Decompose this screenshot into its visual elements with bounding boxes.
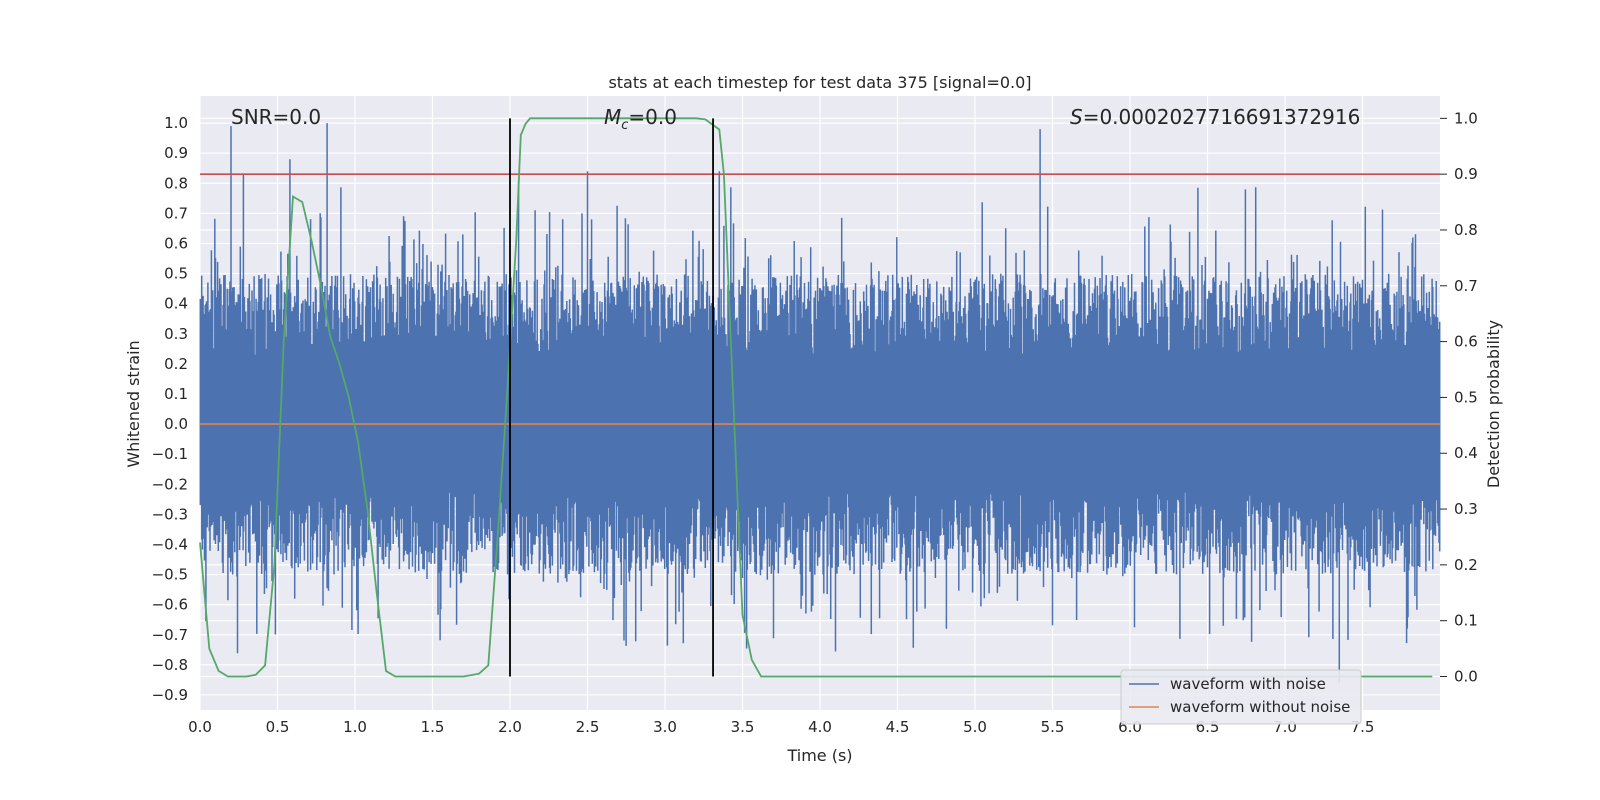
probability-trace (199, 117, 1433, 678)
y-tick-label: −0.2 (152, 475, 188, 493)
right-tick-label: 0.5 (1454, 388, 1478, 406)
right-tick-label: 0.2 (1454, 556, 1478, 574)
snr-annotation: SNR=0.0 (231, 105, 321, 129)
right-tick-label: 0.4 (1454, 444, 1478, 462)
y-tick-label: 0.5 (164, 265, 188, 283)
y-tick-label: 0.4 (164, 295, 188, 313)
y-tick-label: −0.6 (152, 596, 188, 614)
right-tick-label: 1.0 (1454, 109, 1478, 127)
y-tick-label: 0.6 (164, 234, 188, 252)
x-tick-label: 4.0 (808, 718, 832, 736)
y-tick-label: 0.8 (164, 174, 188, 192)
right-tick-label: 0.0 (1454, 668, 1478, 686)
x-tick-label: 4.5 (886, 718, 910, 736)
x-tick-label: 3.5 (731, 718, 755, 736)
y-tick-label: −0.8 (152, 656, 188, 674)
y-tick-label: 0.1 (164, 385, 188, 403)
y-tick-label: −0.7 (152, 626, 188, 644)
y-tick-label: −0.4 (152, 535, 188, 553)
y-tick-label: 0.7 (164, 204, 188, 222)
y-tick-label: 0.3 (164, 325, 188, 343)
x-tick-label: 0.0 (188, 718, 212, 736)
x-tick-label: 5.5 (1041, 718, 1065, 736)
y-tick-label: 0.9 (164, 144, 188, 162)
s-symbol: S (1070, 105, 1083, 129)
y-tick-label: −0.9 (152, 686, 188, 704)
right-tick-label: 0.6 (1454, 333, 1478, 351)
legend-label-clean: waveform without noise (1170, 698, 1350, 716)
x-tick-label: 5.0 (963, 718, 987, 736)
y-tick-label: 1.0 (164, 114, 188, 132)
y-tick-label: −0.3 (152, 505, 188, 523)
y-tick-label: 0.0 (164, 415, 188, 433)
right-axis-ticks: 1.0 0.9 0.8 0.7 0.6 0.5 0.4 0.3 0.2 0.1 0.0 (1440, 109, 1478, 686)
y-axis-ticks: 1.0 0.9 0.8 0.7 0.6 0.5 0.4 0.3 0.2 0.1 0.0 −0.1 −0.… (152, 114, 188, 704)
x-tick-label: 1.0 (343, 718, 367, 736)
x-tick-label: 3.0 (653, 718, 677, 736)
mc-symbol: M (604, 105, 621, 129)
right-tick-label: 0.7 (1454, 277, 1478, 295)
right-tick-label: 0.8 (1454, 221, 1478, 239)
mc-annotation: Mc=0.0 (604, 105, 677, 133)
chart-title: stats at each timestep for test data 375… (608, 73, 1031, 92)
right-tick-label: 0.1 (1454, 612, 1478, 630)
legend: waveform with noise waveform without noi… (1120, 669, 1362, 725)
legend-box (1120, 669, 1362, 725)
s-value: =0.0002027716691372916 (1083, 105, 1361, 129)
series-detection-probability (199, 117, 1433, 678)
mc-subscript: c (621, 118, 628, 133)
y-axis-label: Whitened strain (124, 340, 143, 467)
y-tick-label: 0.2 (164, 355, 188, 373)
x-tick-label: 2.0 (498, 718, 522, 736)
right-axis-label: Detection probability (1484, 320, 1503, 488)
x-tick-label: 2.5 (576, 718, 600, 736)
right-tick-label: 0.3 (1454, 500, 1478, 518)
x-axis-label: Time (s) (786, 746, 852, 765)
s-annotation: S=0.0002027716691372916 (1070, 105, 1360, 129)
y-tick-label: −0.1 (152, 445, 188, 463)
right-tick-label: 0.9 (1454, 165, 1478, 183)
mc-value: =0.0 (628, 105, 677, 129)
x-tick-label: 1.5 (421, 718, 445, 736)
x-tick-label: 0.5 (266, 718, 290, 736)
marker-lines (509, 118, 714, 677)
y-tick-label: −0.5 (152, 566, 188, 584)
legend-label-noise: waveform with noise (1170, 675, 1326, 693)
